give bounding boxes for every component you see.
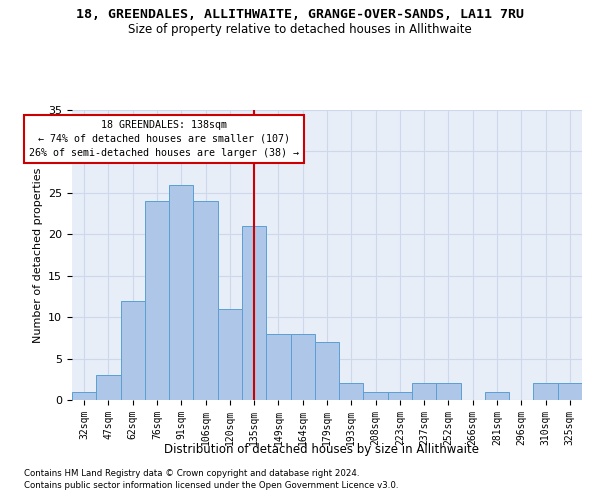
Text: Size of property relative to detached houses in Allithwaite: Size of property relative to detached ho… xyxy=(128,22,472,36)
Text: Contains HM Land Registry data © Crown copyright and database right 2024.: Contains HM Land Registry data © Crown c… xyxy=(24,468,359,477)
Text: 18, GREENDALES, ALLITHWAITE, GRANGE-OVER-SANDS, LA11 7RU: 18, GREENDALES, ALLITHWAITE, GRANGE-OVER… xyxy=(76,8,524,20)
Text: Distribution of detached houses by size in Allithwaite: Distribution of detached houses by size … xyxy=(163,442,479,456)
Bar xyxy=(315,342,339,400)
Bar xyxy=(72,392,96,400)
Bar xyxy=(121,300,145,400)
Bar xyxy=(558,384,582,400)
Bar xyxy=(266,334,290,400)
Text: Contains public sector information licensed under the Open Government Licence v3: Contains public sector information licen… xyxy=(24,481,398,490)
Y-axis label: Number of detached properties: Number of detached properties xyxy=(32,168,43,342)
Bar xyxy=(485,392,509,400)
Bar xyxy=(533,384,558,400)
Bar xyxy=(242,226,266,400)
Bar xyxy=(412,384,436,400)
Bar xyxy=(169,184,193,400)
Bar xyxy=(388,392,412,400)
Text: 18 GREENDALES: 138sqm
← 74% of detached houses are smaller (107)
26% of semi-det: 18 GREENDALES: 138sqm ← 74% of detached … xyxy=(29,120,299,158)
Bar xyxy=(364,392,388,400)
Bar xyxy=(96,375,121,400)
Bar xyxy=(145,201,169,400)
Bar xyxy=(339,384,364,400)
Bar xyxy=(436,384,461,400)
Bar xyxy=(218,309,242,400)
Bar xyxy=(193,201,218,400)
Bar xyxy=(290,334,315,400)
